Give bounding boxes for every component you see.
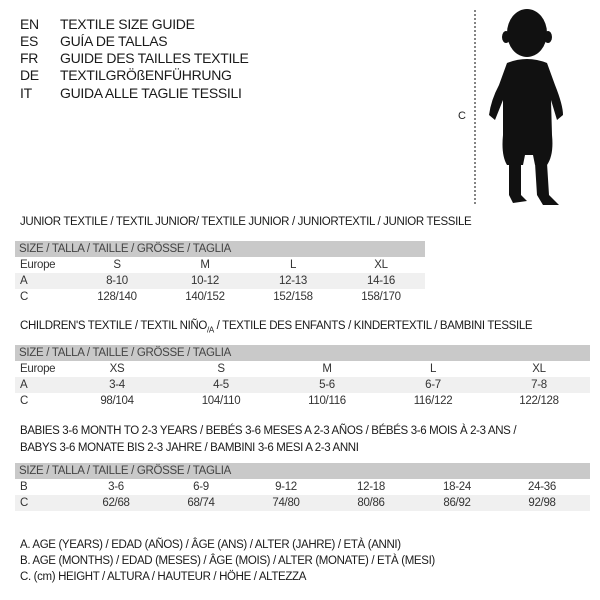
header-line-de: DE TEXTILGRÖßENFÜHRUNG <box>20 67 232 84</box>
table-cell: 24-36 <box>528 481 556 493</box>
table-row: C 62/68 68/74 74/80 80/86 86/92 92/98 <box>15 495 590 511</box>
header-text: GUIDA ALLE TAGLIE TESSILI <box>60 85 242 101</box>
table-cell: XL <box>374 259 388 271</box>
header-text: TEXTILE SIZE GUIDE <box>60 16 195 32</box>
table-row: C 128/140 140/152 152/158 158/170 <box>15 289 425 305</box>
table-cell: M <box>200 259 210 271</box>
header-text: GUÍA DE TALLAS <box>60 33 168 49</box>
junior-size-table: SIZE / TALLA / TAILLE / GRÖSSE / TAGLIA … <box>15 241 425 305</box>
row-label: B <box>20 481 28 493</box>
children-title: CHILDREN'S TEXTILE / TEXTIL NIÑO/A / TEX… <box>20 318 533 338</box>
table-row: A 3-4 4-5 5-6 6-7 7-8 <box>15 377 590 393</box>
table-cell: 116/122 <box>413 395 453 407</box>
row-label: A <box>20 275 28 287</box>
table-row: Europe XS S M L XL <box>15 361 590 377</box>
table-cell: 12-13 <box>279 275 307 287</box>
lang-code: FR <box>20 50 39 66</box>
height-label: C <box>458 110 466 122</box>
table-cell: 9-12 <box>275 481 297 493</box>
table-cell: 10-12 <box>191 275 219 287</box>
table-cell: 6-9 <box>193 481 209 493</box>
table-cell: 140/152 <box>185 291 225 303</box>
child-silhouette-icon: C <box>458 9 563 205</box>
size-header: SIZE / TALLA / TAILLE / GRÖSSE / TAGLIA <box>15 241 425 257</box>
table-row: B 3-6 6-9 9-12 12-18 18-24 24-36 <box>15 479 590 495</box>
table-cell: 74/80 <box>272 497 300 509</box>
table-cell: S <box>113 259 121 271</box>
table-cell: 122/128 <box>519 395 559 407</box>
table-cell: 128/140 <box>97 291 137 303</box>
table-cell: 80/86 <box>357 497 385 509</box>
table-row: C 98/104 104/110 110/116 116/122 122/128 <box>15 393 590 409</box>
table-cell: 158/170 <box>361 291 401 303</box>
lang-code: DE <box>20 67 39 83</box>
table-cell: 110/116 <box>308 395 346 407</box>
table-cell: 8-10 <box>106 275 128 287</box>
table-cell: XS <box>109 363 125 375</box>
babies-size-table: SIZE / TALLA / TAILLE / GRÖSSE / TAGLIA … <box>15 463 590 511</box>
row-label: A <box>20 379 28 391</box>
size-header: SIZE / TALLA / TAILLE / GRÖSSE / TAGLIA <box>15 463 590 479</box>
table-cell: 4-5 <box>213 379 229 391</box>
header-line-it: IT GUIDA ALLE TAGLIE TESSILI <box>20 85 242 102</box>
header-text: GUIDE DES TAILLES TEXTILE <box>60 50 249 66</box>
table-cell: M <box>322 363 332 375</box>
header-line-en: EN TEXTILE SIZE GUIDE <box>20 16 195 33</box>
row-label: Europe <box>20 259 56 271</box>
table-cell: 5-6 <box>319 379 335 391</box>
children-title-main: CHILDREN'S TEXTILE / TEXTIL NIÑO <box>20 320 207 332</box>
babies-title-line-1: BABIES 3-6 MONTH TO 2-3 YEARS / BEBÉS 3-… <box>20 425 517 437</box>
table-cell: L <box>289 259 297 271</box>
table-cell: 3-6 <box>108 481 124 493</box>
table-cell: 98/104 <box>100 395 134 407</box>
children-size-table: SIZE / TALLA / TAILLE / GRÖSSE / TAGLIA … <box>15 345 590 409</box>
table-cell: 7-8 <box>531 379 547 391</box>
table-cell: 152/158 <box>273 291 313 303</box>
table-cell: 12-18 <box>357 481 385 493</box>
table-cell: 6-7 <box>425 379 441 391</box>
legend-a: A. AGE (YEARS) / EDAD (AÑOS) / ÂGE (ANS)… <box>20 539 401 551</box>
lang-code: ES <box>20 33 39 49</box>
table-cell: 68/74 <box>187 497 215 509</box>
table-cell: 62/68 <box>102 497 130 509</box>
table-cell: S <box>217 363 225 375</box>
children-title-rest: / TEXTILE DES ENFANTS / KINDERTEXTIL / B… <box>213 320 533 332</box>
junior-title: JUNIOR TEXTILE / TEXTIL JUNIOR/ TEXTILE … <box>20 216 472 228</box>
table-cell: 3-4 <box>109 379 125 391</box>
table-row: A 8-10 10-12 12-13 14-16 <box>15 273 425 289</box>
header-text: TEXTILGRÖßENFÜHRUNG <box>60 67 232 83</box>
table-cell: 18-24 <box>443 481 471 493</box>
row-label: C <box>20 497 29 509</box>
legend-b: B. AGE (MONTHS) / EDAD (MESES) / ÂGE (MO… <box>20 555 435 567</box>
row-label: Europe <box>20 363 56 375</box>
children-title-sub: /A <box>206 325 214 335</box>
header-line-fr: FR GUIDE DES TAILLES TEXTILE <box>20 50 249 67</box>
table-cell: XL <box>532 363 546 375</box>
row-label: C <box>20 395 29 407</box>
legend-c: C. (cm) HEIGHT / ALTURA / HAUTEUR / HÖHE… <box>20 571 307 583</box>
row-label: C <box>20 291 29 303</box>
lang-code: EN <box>20 16 39 32</box>
table-cell: 104/110 <box>201 395 241 407</box>
table-cell: 86/92 <box>443 497 471 509</box>
table-cell: L <box>429 363 437 375</box>
babies-title-line-2: BABYS 3-6 MONATE BIS 2-3 JAHRE / BAMBINI… <box>20 442 359 454</box>
table-cell: 14-16 <box>367 275 395 287</box>
size-header: SIZE / TALLA / TAILLE / GRÖSSE / TAGLIA <box>15 345 590 361</box>
lang-code: IT <box>20 85 32 101</box>
header-line-es: ES GUÍA DE TALLAS <box>20 33 168 50</box>
table-cell: 92/98 <box>528 497 556 509</box>
table-row: Europe S M L XL <box>15 257 425 273</box>
